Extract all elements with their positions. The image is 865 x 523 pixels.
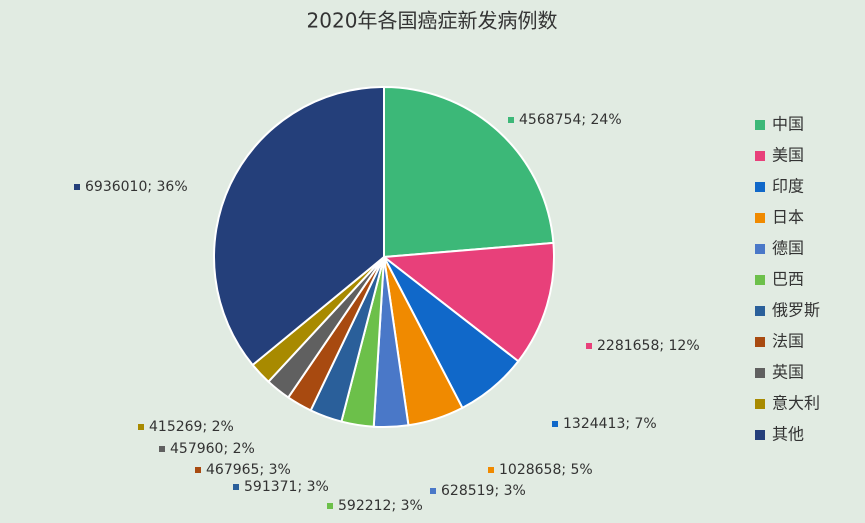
data-label: 6936010; 36% — [85, 179, 188, 195]
data-label: 591371; 3% — [244, 479, 329, 495]
label-marker — [586, 343, 592, 349]
legend-swatch — [755, 213, 765, 223]
label-marker — [138, 424, 144, 430]
data-label: 628519; 3% — [441, 483, 526, 499]
data-label: 467965; 3% — [206, 462, 291, 478]
legend-swatch — [755, 151, 765, 161]
legend-swatch — [755, 399, 765, 409]
legend-swatch — [755, 430, 765, 440]
label-marker — [508, 117, 514, 123]
pie-slice — [381, 241, 555, 363]
pie-slice — [383, 85, 555, 259]
legend-label: 印度 — [772, 177, 804, 196]
legend-label: 中国 — [772, 115, 804, 134]
label-marker — [430, 488, 436, 494]
data-label: 1324413; 7% — [563, 416, 657, 432]
chart-title: 2020年各国癌症新发病例数 — [307, 9, 558, 33]
label-marker — [159, 446, 165, 452]
data-label: 1028658; 5% — [499, 462, 593, 478]
legend-swatch — [755, 275, 765, 285]
label-marker — [327, 503, 333, 509]
legend-swatch — [755, 182, 765, 192]
label-marker — [488, 467, 494, 473]
pie-slice — [213, 85, 385, 367]
legend-label: 俄罗斯 — [772, 301, 820, 320]
legend-label: 美国 — [772, 146, 804, 165]
legend-swatch — [755, 306, 765, 316]
data-label: 2281658; 12% — [597, 338, 700, 354]
label-marker — [233, 484, 239, 490]
data-label: 4568754; 24% — [519, 112, 622, 128]
legend-label: 法国 — [772, 332, 804, 351]
label-marker — [195, 467, 201, 473]
data-label: 415269; 2% — [149, 419, 234, 435]
label-marker — [552, 421, 558, 427]
data-label: 592212; 3% — [338, 498, 423, 514]
legend-swatch — [755, 244, 765, 254]
legend-label: 其他 — [772, 425, 804, 444]
legend-swatch — [755, 368, 765, 378]
legend-label: 巴西 — [772, 270, 804, 289]
legend-swatch — [755, 337, 765, 347]
legend-label: 意大利 — [772, 394, 820, 413]
legend-label: 日本 — [772, 208, 804, 227]
legend-swatch — [755, 120, 765, 130]
data-label: 457960; 2% — [170, 441, 255, 457]
label-marker — [74, 184, 80, 190]
legend-label: 德国 — [772, 239, 804, 258]
legend-label: 英国 — [772, 363, 804, 382]
